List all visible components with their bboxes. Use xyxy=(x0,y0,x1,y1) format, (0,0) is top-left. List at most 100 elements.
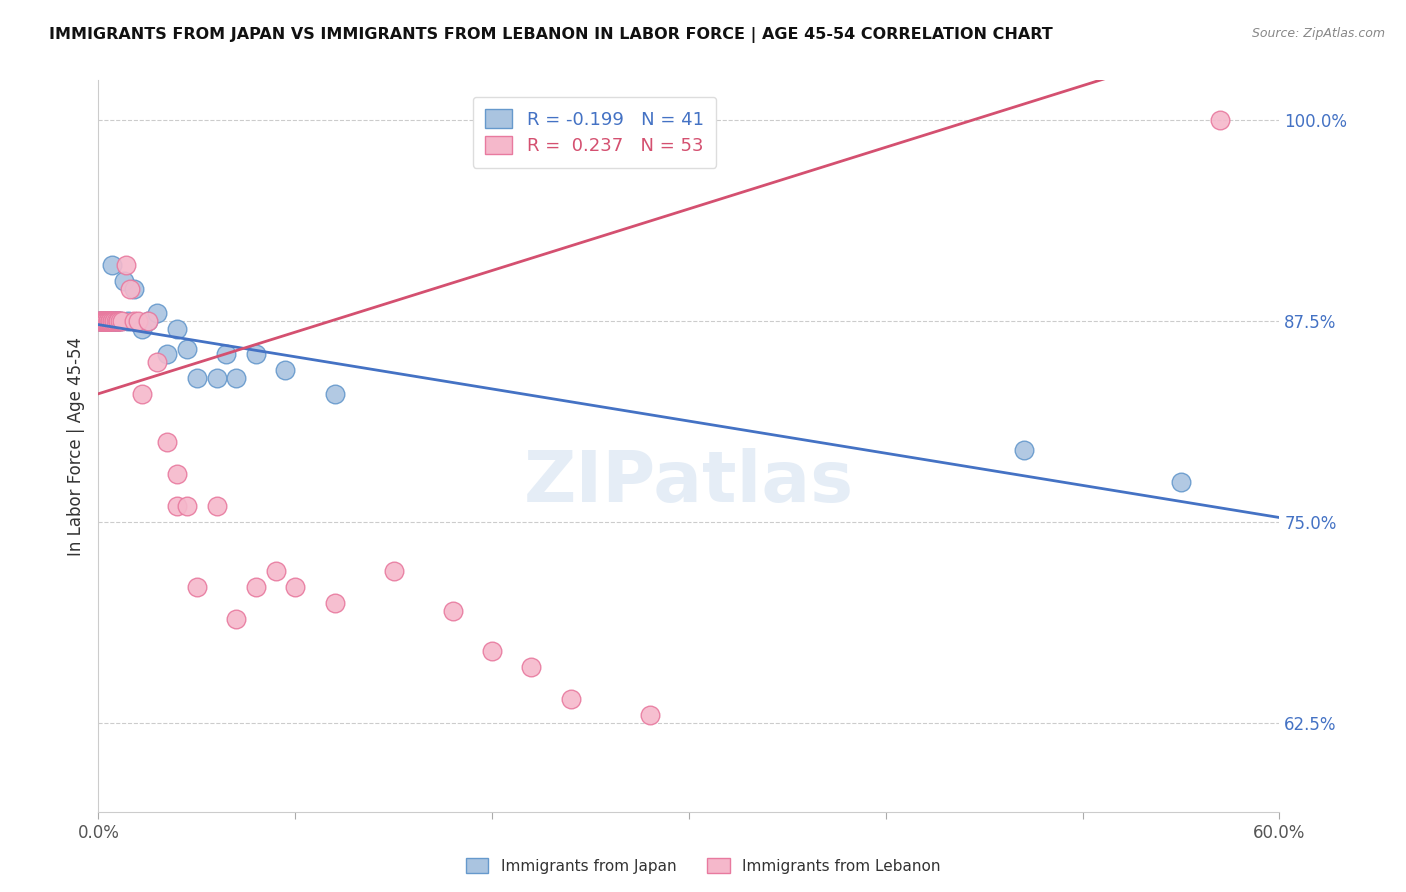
Point xyxy=(146,354,169,368)
Point xyxy=(156,346,179,360)
Point xyxy=(225,370,247,384)
Point xyxy=(560,692,582,706)
Point xyxy=(264,564,287,578)
Point xyxy=(93,314,115,328)
Point xyxy=(93,314,115,328)
Point xyxy=(382,564,405,578)
Point xyxy=(91,314,114,328)
Point xyxy=(91,314,114,328)
Point xyxy=(97,314,120,328)
Point xyxy=(103,314,125,328)
Point xyxy=(105,314,128,328)
Point xyxy=(122,282,145,296)
Point xyxy=(97,314,120,328)
Point xyxy=(103,314,125,328)
Point xyxy=(186,370,208,384)
Point xyxy=(205,500,228,514)
Point xyxy=(103,314,125,328)
Point xyxy=(176,342,198,356)
Point xyxy=(98,314,121,328)
Point xyxy=(118,282,141,296)
Point xyxy=(96,314,118,328)
Point xyxy=(136,314,159,328)
Point xyxy=(107,314,129,328)
Point xyxy=(122,314,145,328)
Point xyxy=(98,314,121,328)
Point xyxy=(101,314,124,328)
Point xyxy=(166,467,188,482)
Point xyxy=(101,314,124,328)
Point xyxy=(156,434,179,449)
Point xyxy=(117,314,139,328)
Point xyxy=(91,314,114,328)
Point xyxy=(101,314,124,328)
Point xyxy=(97,314,120,328)
Point xyxy=(101,258,124,272)
Y-axis label: In Labor Force | Age 45-54: In Labor Force | Age 45-54 xyxy=(66,336,84,556)
Point xyxy=(89,314,111,328)
Point xyxy=(520,660,543,674)
Point xyxy=(1209,113,1232,128)
Point xyxy=(89,314,111,328)
Point xyxy=(107,314,129,328)
Text: Source: ZipAtlas.com: Source: ZipAtlas.com xyxy=(1251,27,1385,40)
Point xyxy=(284,580,307,594)
Point xyxy=(97,314,120,328)
Point xyxy=(186,580,208,594)
Point xyxy=(96,314,118,328)
Point xyxy=(97,314,120,328)
Point xyxy=(245,580,267,594)
Point xyxy=(96,314,118,328)
Text: ZIPatlas: ZIPatlas xyxy=(524,448,853,517)
Point xyxy=(96,314,118,328)
Point xyxy=(98,314,121,328)
Point xyxy=(97,314,120,328)
Text: IMMIGRANTS FROM JAPAN VS IMMIGRANTS FROM LEBANON IN LABOR FORCE | AGE 45-54 CORR: IMMIGRANTS FROM JAPAN VS IMMIGRANTS FROM… xyxy=(49,27,1053,43)
Point xyxy=(1012,443,1035,458)
Point xyxy=(96,314,118,328)
Point xyxy=(93,314,115,328)
Point xyxy=(108,314,131,328)
Point xyxy=(98,314,121,328)
Point xyxy=(146,306,169,320)
Point xyxy=(166,322,188,336)
Point xyxy=(136,314,159,328)
Point xyxy=(441,604,464,618)
Point xyxy=(638,708,661,723)
Point xyxy=(89,314,111,328)
Point xyxy=(205,370,228,384)
Point xyxy=(107,314,129,328)
Point xyxy=(112,274,135,288)
Point xyxy=(91,314,114,328)
Point xyxy=(96,314,118,328)
Point xyxy=(105,314,128,328)
Point xyxy=(215,346,238,360)
Point xyxy=(225,612,247,626)
Point xyxy=(103,314,125,328)
Point xyxy=(91,314,114,328)
Point xyxy=(108,314,131,328)
Point xyxy=(127,314,149,328)
Point xyxy=(481,644,503,658)
Point xyxy=(107,314,129,328)
Point xyxy=(107,314,129,328)
Point xyxy=(93,314,115,328)
Point xyxy=(245,346,267,360)
Point xyxy=(89,314,111,328)
Point xyxy=(176,500,198,514)
Legend: R = -0.199   N = 41, R =  0.237   N = 53: R = -0.199 N = 41, R = 0.237 N = 53 xyxy=(472,96,717,168)
Point xyxy=(274,362,297,376)
Point xyxy=(93,314,115,328)
Point xyxy=(131,322,153,336)
Point xyxy=(115,258,138,272)
Point xyxy=(323,596,346,610)
Point xyxy=(93,314,115,328)
Point xyxy=(131,386,153,401)
Point xyxy=(89,314,111,328)
Point xyxy=(111,314,134,328)
Point xyxy=(98,314,121,328)
Point xyxy=(323,386,346,401)
Point xyxy=(1170,475,1192,490)
Point xyxy=(166,500,188,514)
Legend: Immigrants from Japan, Immigrants from Lebanon: Immigrants from Japan, Immigrants from L… xyxy=(460,852,946,880)
